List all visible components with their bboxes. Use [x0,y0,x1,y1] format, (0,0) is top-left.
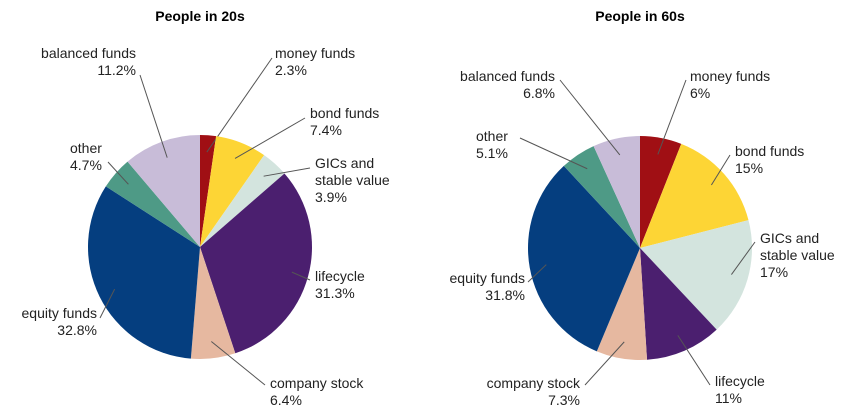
label-value: 31.3% [315,285,355,301]
label-name: company stock [270,375,364,391]
label-name: lifecycle [315,268,365,284]
pie-slice [640,220,752,330]
label-value: 2.3% [275,62,307,78]
slice-label: equity funds 31.8% [450,270,526,304]
slice-label: bond funds 15% [735,143,804,177]
label-name: GICs and stable value [315,155,390,188]
pie-slice [190,247,236,359]
slice-label: other 5.1% [476,128,508,162]
leader-line [107,161,129,185]
label-value: 11.2% [97,62,136,78]
pie-slice [200,136,265,247]
slice-label: company stock 7.3% [487,375,580,409]
label-value: 7.3% [548,392,580,408]
label-value: 15% [735,160,764,176]
slice-label: other 4.7% [70,140,102,174]
leader-line [677,335,711,386]
label-value: 7.4% [310,122,342,138]
label-value: 5.1% [476,145,508,161]
leader-line [263,167,311,177]
slice-label: balanced funds 11.2% [41,45,136,79]
leader-line [519,137,588,170]
label-value: 31.8% [485,287,525,303]
label-value: 3.9% [315,189,347,205]
label-name: equity funds [21,305,98,321]
label-value: 4.7% [70,157,102,173]
slice-label: bond funds 7.4% [310,105,379,139]
pie-slice [105,161,200,247]
slice-label: lifecycle 11% [715,373,765,407]
label-value: 32.8% [57,322,97,338]
label-name: money funds [690,68,771,84]
pie-slice [528,165,640,352]
label-name: equity funds [449,270,526,286]
slice-label: balanced funds 6.8% [460,68,555,102]
label-name: GICs and stable value [760,230,835,263]
leader-line [584,341,625,386]
chart-title: People in 60s [595,8,685,24]
chart-title: People in 20s [155,8,245,24]
label-value: 6.4% [270,392,302,408]
pie-slice [596,248,648,360]
leader-line [291,271,311,281]
slice-label: company stock 6.4% [270,375,363,409]
pie-slice [563,146,640,248]
pie-slice [640,136,682,248]
leader-line [559,79,621,156]
label-name: bond funds [735,143,805,159]
label-value: 17% [760,264,789,280]
leader-line [139,74,168,158]
label-name: lifecycle [715,373,765,389]
pie-slice [87,186,200,359]
slice-label: money funds 2.3% [275,45,355,79]
slice-label: GICs and stable value 3.9% [315,155,410,206]
label-value: 6.8% [523,85,555,101]
label-name: other [70,140,102,156]
slice-label: lifecycle 31.3% [315,268,365,302]
label-name: balanced funds [41,45,136,61]
leader-line [710,154,731,186]
leader-line [211,341,266,386]
label-name: other [476,128,508,144]
slice-label: GICs and stable value 17% [760,230,848,281]
pie-slice [640,248,717,360]
pie-slice [200,155,285,247]
leader-line [99,288,116,319]
pie-slice [127,135,200,247]
leader-line [206,57,273,153]
slice-label: money funds 6% [690,68,770,102]
leader-line [234,117,306,159]
slice-label: equity funds 32.8% [22,305,98,339]
leader-line [657,79,687,155]
label-name: balanced funds [460,68,555,84]
pie-slice [200,173,313,354]
pie-slice [640,143,749,248]
label-value: 6% [690,85,711,101]
label-name: money funds [275,45,356,61]
leader-line [527,264,547,283]
label-name: bond funds [310,105,380,121]
pie-slice [593,136,640,248]
label-name: company stock [486,375,580,391]
pie-slice [200,135,217,247]
label-value: 11% [715,390,742,406]
leader-line [731,241,756,275]
